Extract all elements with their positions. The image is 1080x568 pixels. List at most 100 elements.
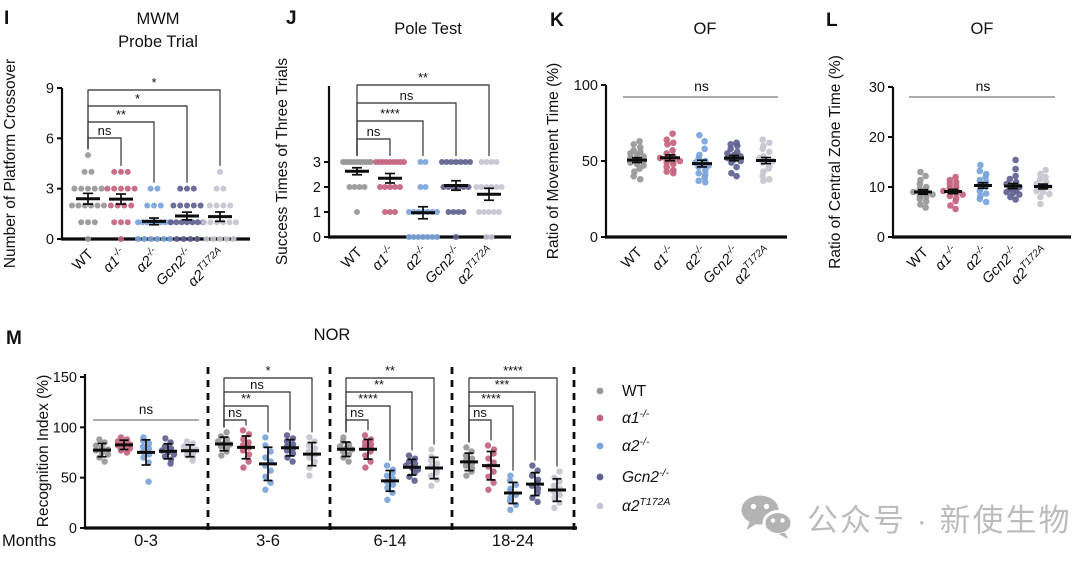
sig-bracket-line — [223, 377, 313, 433]
data-point — [405, 452, 413, 459]
data-point — [733, 163, 740, 171]
chart-title: Pole Test — [394, 20, 462, 38]
data-point — [556, 468, 563, 475]
data-point — [473, 184, 480, 190]
data-point — [1006, 175, 1014, 183]
data-point — [637, 144, 644, 151]
data-point — [94, 202, 101, 209]
error-bar — [237, 435, 255, 460]
data-point — [213, 202, 220, 209]
data-point — [427, 457, 435, 464]
x-group-label: 6-14 — [373, 532, 406, 550]
data-point — [85, 219, 91, 226]
data-point — [507, 472, 514, 479]
data-point — [289, 458, 296, 465]
data-point — [201, 219, 207, 226]
sig-label: ns — [250, 377, 264, 392]
legend-label: Gcn2-/- — [622, 467, 669, 486]
data-point — [669, 130, 676, 137]
data-point — [695, 169, 702, 177]
data-point — [226, 219, 233, 226]
data-point — [1037, 193, 1044, 201]
data-point — [177, 185, 184, 192]
data-point — [701, 137, 708, 145]
data-point — [433, 460, 441, 467]
watermark: 公众号 · 新使生物 — [740, 494, 1072, 540]
data-point — [463, 472, 470, 479]
y-tick-label: 6 — [46, 131, 54, 147]
data-points — [940, 173, 966, 213]
data-point — [75, 202, 82, 209]
x-category-label: WT — [905, 244, 932, 271]
error-bar — [76, 192, 100, 205]
data-point — [977, 161, 984, 169]
y-tick-label: 0 — [877, 230, 885, 246]
data-point — [490, 459, 497, 466]
error-bar — [1004, 182, 1022, 190]
data-point — [141, 236, 148, 242]
chart-title: OF — [694, 20, 717, 38]
watermark-text: 公众号 · 新使生物 — [807, 502, 1072, 538]
data-point — [85, 152, 91, 159]
data-point — [203, 236, 210, 242]
data-point — [135, 236, 141, 242]
data-point — [528, 472, 536, 479]
x-category-label: α2T172A — [184, 245, 229, 290]
data-points — [439, 159, 473, 240]
error-bar — [724, 154, 744, 162]
data-point — [947, 202, 954, 209]
data-point — [206, 202, 213, 209]
data-point — [262, 434, 269, 441]
sig-label: ns — [367, 124, 381, 139]
error-bar — [627, 156, 647, 164]
data-point — [81, 168, 88, 175]
data-point — [217, 236, 223, 242]
data-point — [637, 175, 644, 183]
data-point — [223, 429, 230, 436]
chart-panel-mwm-probe-trial: I MWM Probe Trial Number of Platform Crosso… — [2, 8, 250, 290]
data-point — [1016, 191, 1023, 198]
data-point — [168, 219, 174, 226]
data-point — [183, 438, 191, 445]
error-bar — [378, 172, 402, 184]
sig-bracket: ** — [356, 71, 490, 156]
chart-title: Probe Trial — [118, 33, 198, 51]
sig-label: ** — [385, 364, 395, 378]
data-points — [135, 185, 173, 242]
sig-bracket-line — [468, 391, 536, 461]
sig-label: ** — [241, 392, 251, 406]
data-point — [429, 234, 436, 240]
data-point — [1012, 156, 1019, 164]
data-point — [177, 202, 184, 209]
data-point — [478, 184, 485, 190]
sig-bracket-line — [468, 419, 492, 443]
data-point — [305, 442, 313, 449]
sig-bracket-line — [345, 391, 413, 451]
x-category-label: α1-/- — [648, 243, 679, 274]
data-point — [633, 151, 641, 159]
data-point — [392, 209, 398, 215]
data-point — [101, 458, 108, 465]
data-point — [194, 236, 201, 242]
data-point — [1007, 193, 1014, 201]
panel-letter: J — [286, 8, 297, 29]
y-tick-label: 0 — [313, 230, 321, 246]
legend-marker — [596, 442, 604, 450]
data-point — [433, 469, 440, 476]
data-point — [410, 234, 417, 240]
data-point — [283, 432, 291, 439]
data-point — [101, 202, 107, 209]
data-points — [104, 168, 138, 242]
data-point — [173, 236, 180, 242]
x-category-label: α1-/- — [99, 245, 130, 276]
data-point — [91, 185, 98, 192]
error-bar — [403, 458, 421, 476]
data-point — [382, 184, 388, 190]
data-point — [982, 198, 990, 206]
y-axis-label: Ratio of Central Zone Time (%) — [827, 55, 844, 269]
error-bar — [914, 188, 932, 196]
data-point — [759, 145, 766, 153]
data-point — [262, 486, 269, 493]
data-point — [484, 442, 492, 449]
